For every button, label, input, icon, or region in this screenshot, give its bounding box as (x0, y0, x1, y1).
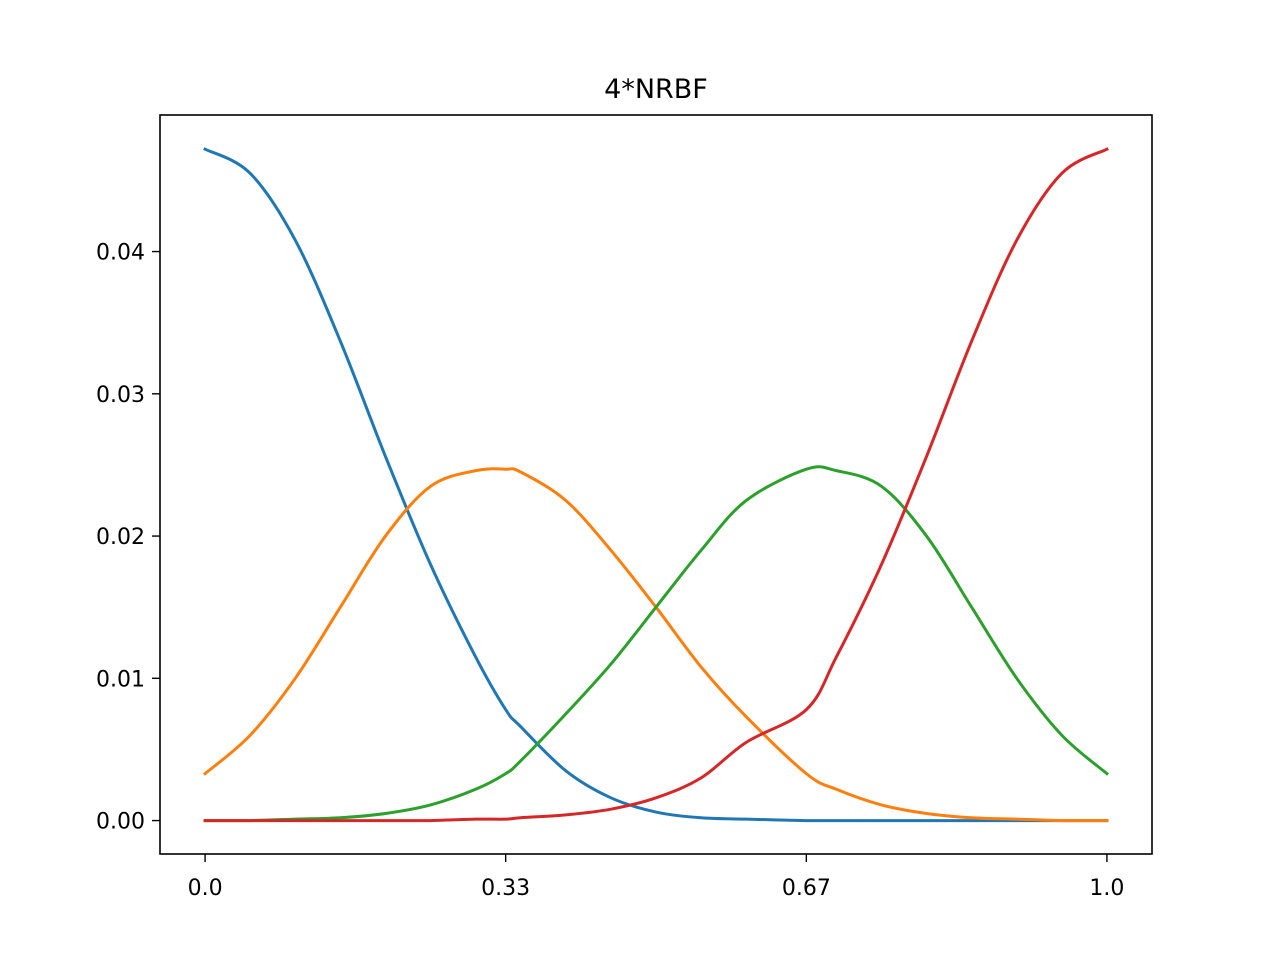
y-tick-label: 0.01 (96, 667, 145, 692)
x-tick-label: 0.0 (188, 876, 223, 901)
axes-layer: 0.0 0.33 0.67 1.0 0.00 0.01 0.02 0.03 0.04 (96, 241, 1124, 901)
series-line-1 (203, 147, 1109, 823)
series-line-3 (203, 465, 1110, 823)
series-layer (202, 147, 1110, 823)
y-tick-label: 0.02 (96, 525, 145, 550)
x-tick-label: 0.33 (481, 876, 530, 901)
y-tick-label: 0.00 (96, 810, 145, 835)
y-tick-label: 0.04 (96, 241, 145, 266)
series-line-4 (203, 147, 1109, 823)
y-tick-label: 0.03 (96, 383, 145, 408)
x-tick-label: 0.67 (782, 876, 831, 901)
x-tick-label: 1.0 (1089, 876, 1124, 901)
series-line-2 (202, 467, 1109, 823)
plot-frame (159, 114, 1153, 855)
chart-title: 4*NRBF (604, 74, 708, 105)
